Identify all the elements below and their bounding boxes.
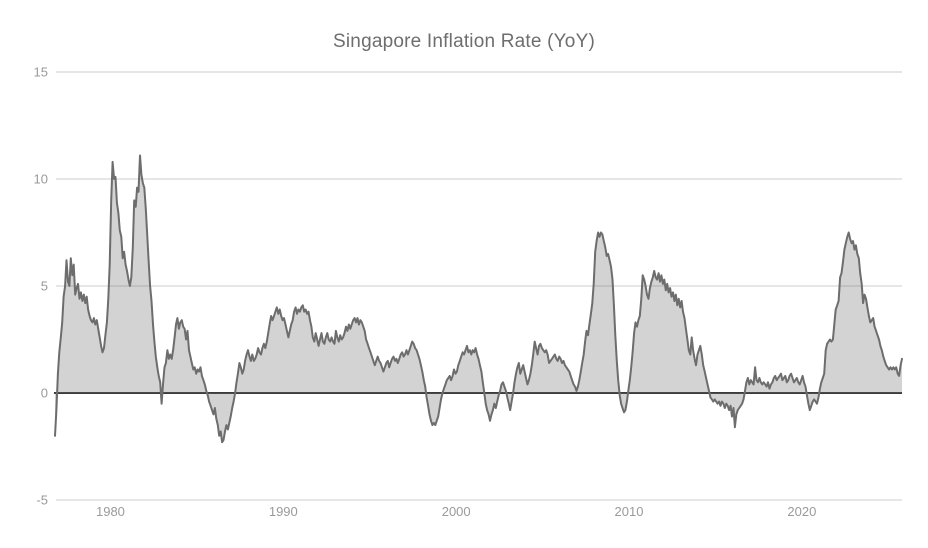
x-axis-tick: 2000 xyxy=(441,504,471,519)
y-axis-tick: 10 xyxy=(33,171,48,187)
x-axis-tick: 2010 xyxy=(614,504,644,519)
y-axis-tick: 0 xyxy=(40,385,48,401)
y-axis-tick: -5 xyxy=(36,492,48,508)
y-axis-tick: 15 xyxy=(33,64,48,80)
chart-title: Singapore Inflation Rate (YoY) xyxy=(333,31,595,52)
x-axis-tick: 1990 xyxy=(268,504,298,519)
x-axis-tick: 1980 xyxy=(95,504,125,519)
y-axis-tick: 5 xyxy=(40,278,48,294)
x-axis-tick: 2020 xyxy=(787,504,817,519)
